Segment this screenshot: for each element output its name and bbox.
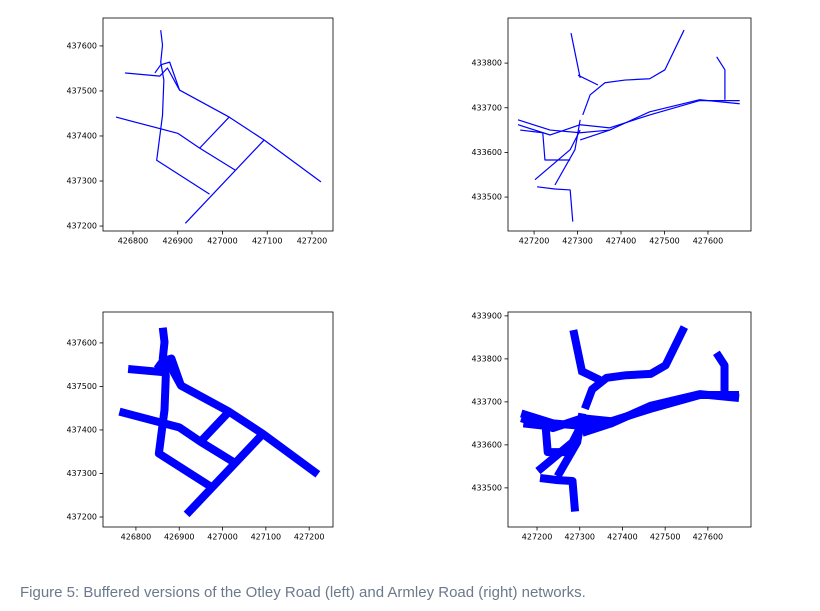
x-tick-label: 427200 — [297, 237, 328, 246]
road — [554, 412, 587, 479]
figure: 426800 426900 427000 427100 427200 437200 4373… — [66, 17, 752, 542]
plot-area — [118, 327, 321, 518]
road — [539, 474, 580, 512]
plot: 426800 426900 427000 427100 427200 437200 4373… — [66, 17, 334, 246]
road — [570, 33, 581, 78]
road — [582, 29, 685, 116]
x-tick-label: 427200 — [519, 237, 550, 246]
road — [199, 116, 230, 149]
road — [156, 30, 210, 195]
road — [154, 327, 213, 490]
y-tick-label: 433900 — [471, 311, 502, 320]
road — [154, 61, 181, 91]
x-tick-label: 427400 — [606, 237, 637, 246]
road — [153, 354, 185, 387]
plot-area — [517, 29, 740, 222]
axes-frame — [507, 17, 752, 232]
y-tick-label: 437600 — [66, 41, 97, 50]
y-tick-label: 437400 — [66, 131, 97, 140]
road — [579, 129, 610, 141]
x-tick-label: 427100 — [252, 237, 283, 246]
road — [569, 329, 587, 374]
road — [578, 366, 602, 384]
x-tick-label: 426800 — [118, 237, 149, 246]
x-tick-label: 427400 — [607, 533, 638, 542]
road — [581, 325, 688, 411]
plot: 427200 427300 427400 427500 427600 433500 4336… — [471, 17, 752, 246]
road — [577, 74, 599, 86]
x-tick-label: 427300 — [562, 237, 593, 246]
road — [581, 419, 613, 437]
x-tick-label: 427600 — [693, 237, 724, 246]
y-tick-label: 433700 — [471, 103, 502, 112]
y-tick-label: 433500 — [471, 193, 502, 202]
y-tick-label: 437600 — [66, 338, 97, 347]
x-tick-label: 427000 — [207, 237, 238, 246]
axes-frame — [102, 17, 334, 232]
plot-area — [520, 325, 740, 512]
road — [197, 408, 232, 445]
y-tick-label: 437200 — [66, 512, 97, 521]
x-tick-label: 427000 — [207, 533, 238, 542]
x-tick-label: 427200 — [294, 533, 325, 542]
y-tick-label: 433600 — [471, 440, 502, 449]
road — [127, 360, 321, 478]
caption: Figure 5: Buffered versions of the Otley… — [20, 584, 586, 601]
x-tick-label: 426900 — [164, 533, 195, 542]
y-tick-label: 433800 — [471, 59, 502, 68]
y-tick-label: 437200 — [66, 222, 97, 231]
y-tick-label: 437300 — [66, 469, 97, 478]
road — [183, 431, 266, 518]
y-tick-label: 433500 — [471, 483, 502, 492]
x-tick-label: 426900 — [162, 237, 193, 246]
y-tick-label: 433700 — [471, 397, 502, 406]
road — [118, 407, 238, 467]
x-tick-label: 427600 — [693, 533, 724, 542]
road — [713, 350, 729, 395]
axes-frame — [507, 311, 752, 528]
x-tick-label: 426800 — [121, 533, 152, 542]
y-tick-label: 437400 — [66, 425, 97, 434]
road — [115, 116, 236, 171]
y-tick-label: 437300 — [66, 177, 97, 186]
plot-area — [115, 30, 322, 224]
road — [537, 186, 574, 222]
road — [534, 129, 581, 181]
road — [517, 99, 740, 134]
x-tick-label: 427500 — [649, 237, 680, 246]
plot: 426800 426900 427000 427100 427200 437200 4373… — [66, 311, 334, 542]
x-tick-label: 427200 — [522, 533, 553, 542]
road — [517, 100, 740, 136]
y-tick-label: 437500 — [66, 86, 97, 95]
x-tick-label: 427500 — [650, 533, 681, 542]
x-tick-label: 427100 — [251, 533, 282, 542]
x-tick-label: 427300 — [564, 533, 595, 542]
road — [124, 67, 322, 183]
y-tick-label: 437500 — [66, 382, 97, 391]
road — [554, 119, 581, 186]
road — [184, 139, 265, 224]
plot: 427200 427300 427400 427500 427600 433500 4336… — [471, 311, 752, 542]
road — [716, 56, 726, 100]
road — [520, 390, 740, 433]
y-tick-label: 433600 — [471, 148, 502, 157]
y-tick-label: 433800 — [471, 354, 502, 363]
axes-frame — [102, 311, 334, 528]
